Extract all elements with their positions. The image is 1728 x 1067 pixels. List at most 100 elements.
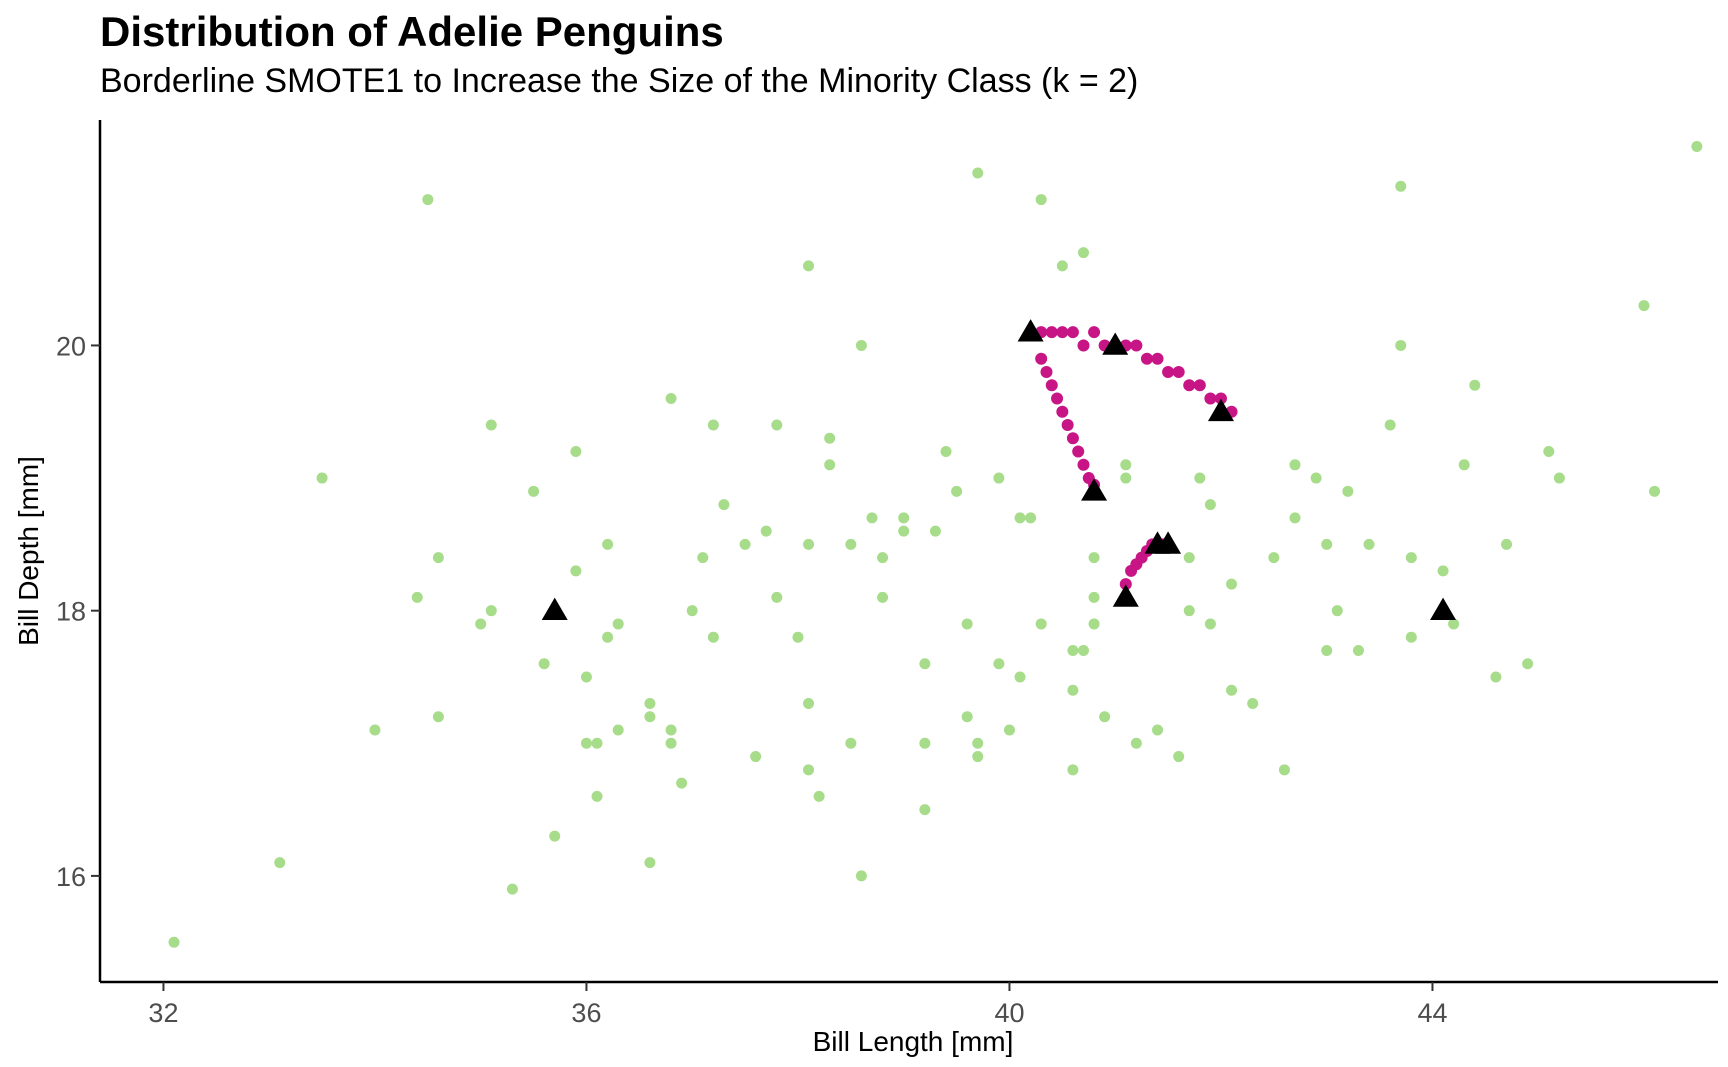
data-point: [1395, 339, 1407, 351]
synthetic-point: [1162, 365, 1175, 378]
chart-title: Distribution of Adelie Penguins: [100, 8, 724, 55]
data-point: [1352, 644, 1364, 656]
data-point: [771, 591, 783, 603]
data-point: [538, 658, 550, 670]
data-point: [1226, 684, 1238, 696]
data-point: [1331, 605, 1343, 617]
y-tick-label: 18: [56, 597, 86, 627]
synthetic-point: [1088, 326, 1101, 339]
synthetic-point: [1066, 432, 1079, 445]
data-point: [961, 618, 973, 630]
data-point: [1003, 724, 1015, 736]
synthetic-point: [1061, 419, 1074, 432]
triangle-point: [1017, 319, 1044, 342]
data-point: [602, 631, 614, 643]
triangle-point: [1430, 597, 1457, 621]
data-point: [1469, 379, 1481, 391]
synthetic-point: [1056, 405, 1069, 418]
data-point: [602, 538, 614, 550]
data-point: [528, 485, 540, 497]
data-point: [1014, 512, 1026, 524]
data-point: [580, 671, 592, 683]
synthetic-point: [1066, 326, 1079, 339]
data-point: [972, 167, 984, 179]
data-point: [929, 525, 941, 537]
data-point: [845, 538, 857, 550]
data-point: [877, 591, 889, 603]
y-axis-label: Bill Depth [mm]: [13, 456, 44, 646]
data-point: [485, 605, 497, 617]
synthetic-point: [1172, 365, 1185, 378]
data-point: [1691, 141, 1703, 153]
synthetic-point: [1045, 326, 1058, 339]
data-point: [1130, 737, 1142, 749]
data-point: [274, 857, 286, 869]
data-point: [803, 698, 815, 710]
data-point: [1077, 644, 1089, 656]
data-point: [1204, 499, 1216, 511]
data-point: [591, 737, 603, 749]
data-point: [1553, 472, 1565, 484]
data-point: [803, 260, 815, 272]
x-tick-label: 36: [571, 998, 601, 1028]
data-point: [1120, 459, 1132, 471]
data-point: [1183, 605, 1195, 617]
triangle-point: [1081, 478, 1108, 501]
data-point: [485, 419, 497, 431]
data-point: [549, 830, 561, 842]
data-points: [168, 141, 1703, 948]
synthetic-point: [1072, 445, 1085, 458]
data-point: [665, 737, 677, 749]
synthetic-point: [1035, 352, 1048, 365]
data-point: [707, 419, 719, 431]
data-point: [1173, 751, 1185, 763]
data-point: [697, 552, 709, 564]
data-point: [855, 339, 867, 351]
synthetic-point: [1077, 339, 1090, 352]
data-point: [951, 485, 963, 497]
data-point: [1056, 260, 1068, 272]
data-point: [570, 446, 582, 458]
data-point: [739, 538, 751, 550]
data-point: [760, 525, 772, 537]
data-point: [824, 432, 836, 444]
data-point: [1226, 578, 1238, 590]
data-point: [1321, 644, 1333, 656]
data-point: [1543, 446, 1555, 458]
triangle-point: [1102, 332, 1129, 355]
data-point: [1458, 459, 1470, 471]
data-point: [898, 512, 910, 524]
data-point: [803, 538, 815, 550]
triangle-point: [541, 597, 568, 621]
data-point: [718, 499, 730, 511]
data-point: [1088, 552, 1100, 564]
data-point: [1342, 485, 1354, 497]
data-point: [1014, 671, 1026, 683]
data-point: [824, 459, 836, 471]
data-point: [612, 724, 624, 736]
data-point: [1321, 538, 1333, 550]
y-tick-label: 20: [56, 331, 86, 361]
data-point: [686, 605, 698, 617]
data-point: [845, 737, 857, 749]
data-point: [1649, 485, 1661, 497]
data-point: [993, 658, 1005, 670]
data-point: [1437, 565, 1449, 577]
data-point: [570, 565, 582, 577]
synthetic-point: [1204, 392, 1217, 405]
data-point: [792, 631, 804, 643]
data-point: [411, 591, 423, 603]
data-point: [972, 751, 984, 763]
data-point: [707, 631, 719, 643]
data-point: [898, 525, 910, 537]
data-point: [1067, 764, 1079, 776]
data-point: [1152, 724, 1164, 736]
data-point: [877, 552, 889, 564]
data-point: [1099, 711, 1111, 723]
data-point: [961, 711, 973, 723]
data-point: [1088, 618, 1100, 630]
data-point: [1035, 194, 1047, 206]
data-point: [1120, 472, 1132, 484]
ticks: 32 36 40 44 16 18 20: [56, 331, 1448, 1028]
